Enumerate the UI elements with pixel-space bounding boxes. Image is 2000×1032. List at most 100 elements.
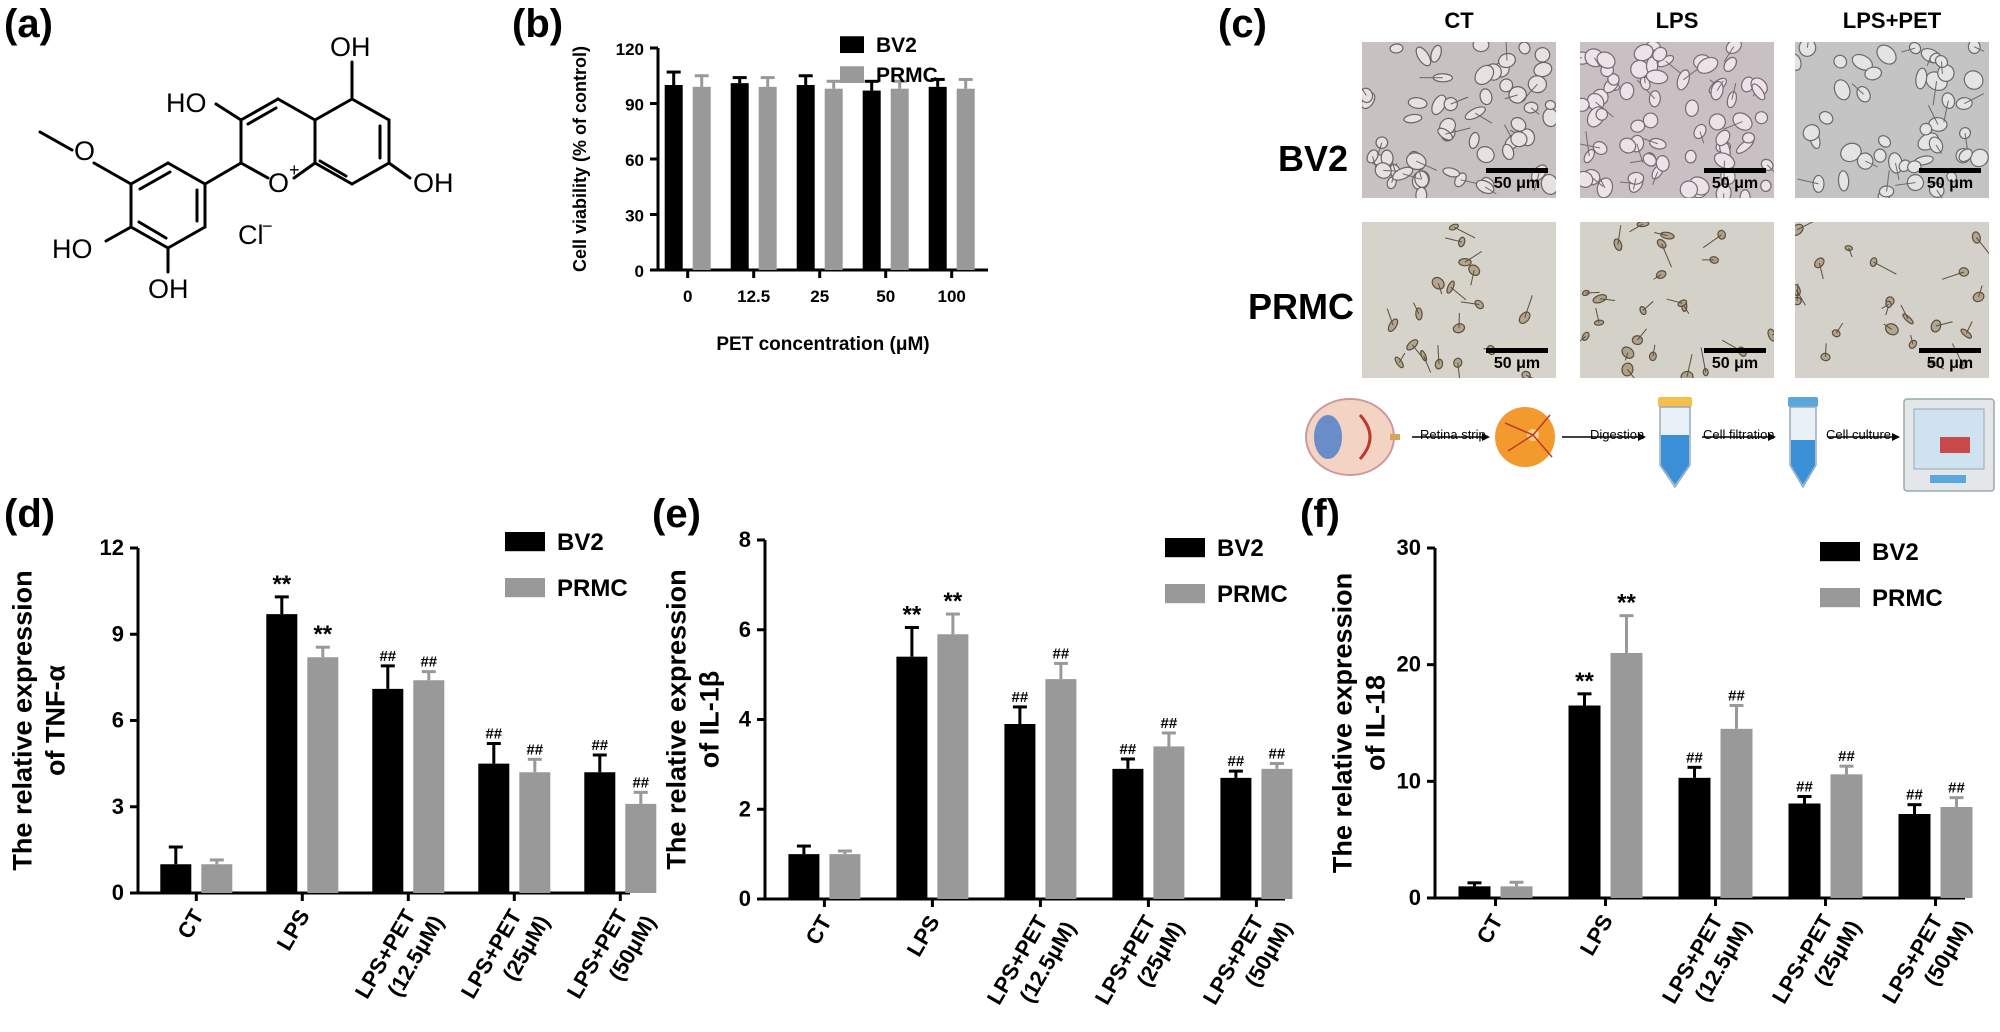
cell-process: [1640, 137, 1659, 145]
cell: [1684, 149, 1697, 164]
bar-prmc: [956, 88, 975, 270]
cell-process: [1883, 323, 1893, 330]
cell: [1833, 54, 1848, 69]
cell-process: [1894, 162, 1900, 181]
bar-bv2: [928, 86, 947, 270]
significance-marker: **: [903, 602, 922, 629]
cell: [1677, 299, 1688, 308]
bond: [166, 225, 207, 250]
x-tick-label: CT: [172, 905, 209, 943]
cell: [1510, 131, 1528, 148]
bar-bv2: [372, 688, 404, 893]
cell-process: [1653, 274, 1662, 280]
cell-process: [1524, 295, 1533, 318]
significance-marker: **: [1575, 668, 1594, 695]
y-tick-label: 90: [625, 96, 644, 115]
cell: [1374, 162, 1392, 179]
legend-label-bv2: BV2: [1217, 535, 1264, 562]
x-tick-label: 25: [810, 287, 829, 306]
y-tick-label: 60: [625, 151, 644, 170]
cell: [1927, 359, 1936, 368]
bar-prmc: [758, 86, 777, 270]
cell: [1864, 66, 1883, 81]
y-axis-label: of IL-1β: [695, 671, 725, 768]
cell-process: [1686, 354, 1693, 377]
bar-bv2: [1788, 803, 1821, 898]
significance-marker: ##: [485, 726, 502, 743]
bar-prmc: [1720, 728, 1753, 898]
x-axis-label: PET concentration (μM): [716, 334, 929, 355]
cell: [1518, 311, 1531, 325]
legend-swatch-bv2: [1165, 538, 1205, 558]
cell: [1498, 52, 1516, 69]
cell-process: [1595, 307, 1600, 323]
bond: [350, 161, 391, 186]
cell: [1869, 257, 1878, 267]
legend-label-bv2: BV2: [1872, 539, 1919, 566]
bar-prmc: [1045, 679, 1077, 899]
cell: [1680, 370, 1694, 378]
cell-process: [1661, 243, 1672, 268]
cell-process: [1654, 231, 1668, 237]
bar-prmc: [1153, 746, 1185, 899]
significance-marker: ##: [1728, 688, 1745, 705]
legend-label-prmc: PRMC: [557, 575, 628, 602]
arrow-head: [1768, 433, 1776, 441]
cell: [1476, 146, 1495, 164]
cell: [1963, 70, 1984, 90]
cell-process: [1423, 355, 1432, 373]
cell-process: [1700, 347, 1707, 373]
arrow-head: [1482, 433, 1490, 441]
row-header-bv2: BV2: [1278, 138, 1349, 179]
cell: [1928, 136, 1944, 154]
cell: [1915, 67, 1928, 90]
cell-process: [1910, 334, 1914, 345]
cell-process: [1475, 112, 1493, 124]
y-tick-label: 0: [635, 262, 644, 281]
bar-bv2: [1568, 705, 1601, 898]
significance-marker: ##: [1948, 780, 1965, 797]
cell-process: [1723, 193, 1725, 198]
workflow-diagram: [1305, 397, 1995, 492]
cell: [1639, 305, 1647, 316]
cell: [1660, 231, 1675, 240]
cell-process: [1666, 298, 1683, 304]
cell: [1596, 177, 1614, 198]
significance-marker: ##: [1161, 715, 1178, 732]
cell-process: [1931, 363, 1944, 370]
legend-swatch-bv2: [505, 532, 545, 552]
significance-marker: ##: [1906, 787, 1923, 804]
cell: [1375, 136, 1389, 150]
cell-process: [1895, 182, 1916, 186]
scale-bar: 50 μm: [1704, 348, 1766, 373]
bar-bv2: [796, 85, 815, 270]
bond: [350, 97, 391, 122]
panel-label-f: (f): [1300, 492, 1340, 536]
label-minus-charge: −: [262, 216, 273, 236]
cell: [1715, 129, 1731, 147]
y-tick-label: 8: [739, 527, 751, 552]
chemical-structure: OH OH HO O + Cl − O HO OH: [38, 32, 454, 304]
micrograph-prmc-lps-pet: 50 μm: [1795, 222, 1989, 378]
cell: [1696, 56, 1719, 74]
micrograph-prmc-ct: 50 μm: [1362, 222, 1556, 378]
cell-process: [1935, 144, 1943, 154]
cell-process: [1464, 250, 1483, 263]
x-tick-label: LPS: [1575, 910, 1618, 960]
cell: [1645, 69, 1669, 85]
bar-prmc: [1500, 886, 1533, 898]
cell-process: [1413, 302, 1420, 315]
cell-process: [1797, 178, 1819, 185]
cell: [1453, 357, 1463, 368]
bond: [313, 161, 354, 186]
cell-process: [1702, 234, 1722, 249]
cell: [1389, 43, 1404, 54]
y-tick-label: 9: [112, 621, 124, 646]
cell: [1717, 229, 1727, 240]
legend-swatch-bv2: [1820, 542, 1860, 562]
cell: [1527, 75, 1548, 94]
cell: [1655, 270, 1667, 279]
legend-swatch-bv2: [840, 36, 864, 54]
chart-e: 0 2 4 6 8 The relative expression of IL-1β CT **…: [662, 527, 1297, 1009]
cell-process: [1975, 237, 1989, 255]
